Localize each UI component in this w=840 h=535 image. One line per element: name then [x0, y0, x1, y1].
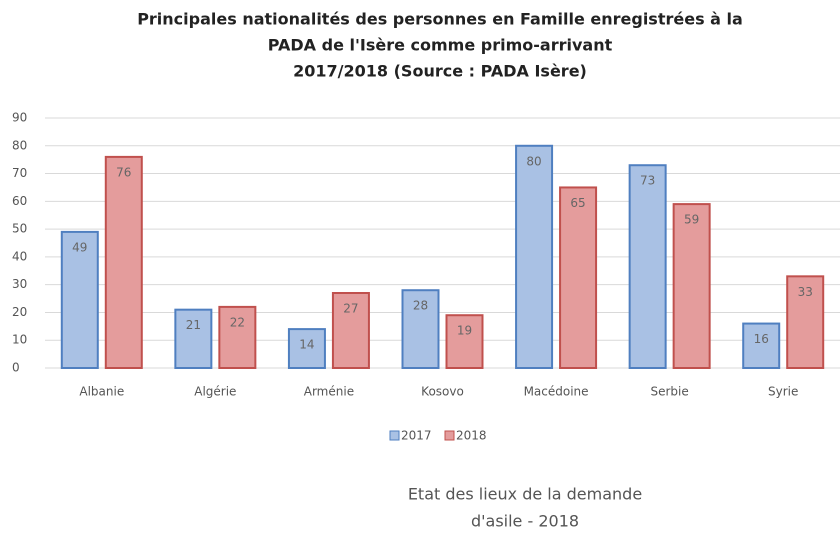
x-tick-label: Arménie: [304, 385, 354, 399]
y-tick-label: 90: [12, 111, 27, 125]
legend-label: 2018: [456, 429, 487, 443]
bar: [174, 308, 213, 369]
data-label: 28: [413, 299, 428, 313]
data-label: 16: [754, 332, 769, 346]
y-tick-label: 70: [12, 166, 27, 180]
data-label: 65: [570, 196, 585, 210]
x-tick-label: Kosovo: [421, 385, 464, 399]
data-label: 80: [526, 154, 541, 168]
bar: [445, 314, 484, 370]
bar: [559, 186, 598, 369]
bar: [786, 275, 825, 370]
bar: [672, 203, 711, 369]
data-label: 27: [343, 302, 358, 316]
annotation: Etat des lieux de la demande: [408, 485, 642, 504]
bar: [331, 292, 370, 369]
y-tick-label: 10: [12, 333, 27, 347]
bar: [742, 322, 781, 369]
bar: [287, 328, 326, 370]
y-tick-label: 50: [12, 222, 27, 236]
data-label: 76: [116, 165, 131, 179]
x-tick-label: Syrie: [768, 385, 798, 399]
legend-label: 2017: [401, 429, 432, 443]
y-tick-label: 30: [12, 277, 27, 291]
data-label: 59: [684, 213, 699, 227]
annotation: d'asile - 2018: [471, 512, 579, 531]
x-tick-label: Macédoine: [524, 385, 589, 399]
y-tick-label: 0: [12, 361, 20, 375]
y-tick-label: 80: [12, 138, 27, 152]
y-tick-label: 20: [12, 305, 27, 319]
data-label: 14: [299, 338, 314, 352]
data-label: 22: [230, 315, 245, 329]
x-tick-label: Albanie: [79, 385, 124, 399]
data-label: 49: [72, 240, 87, 254]
legend-swatch: [389, 430, 400, 441]
bar: [218, 305, 257, 369]
chart-title: 2017/2018 (Source : PADA Isère): [293, 62, 587, 81]
x-tick-label: Algérie: [194, 385, 236, 399]
chart-title: PADA de l'Isère comme primo-arrivant: [268, 36, 613, 55]
data-label: 21: [186, 318, 201, 332]
data-label: 33: [798, 285, 813, 299]
bar: [628, 164, 667, 369]
legend-swatch: [444, 430, 455, 441]
y-tick-label: 40: [12, 249, 27, 263]
chart-title: Principales nationalités des personnes e…: [137, 10, 743, 29]
bar: [60, 230, 99, 369]
x-tick-label: Serbie: [651, 385, 689, 399]
data-label: 19: [457, 324, 472, 338]
bar: [515, 144, 554, 369]
bar: [401, 289, 440, 370]
y-tick-label: 60: [12, 194, 27, 208]
bar: [104, 155, 143, 369]
data-label: 73: [640, 174, 655, 188]
